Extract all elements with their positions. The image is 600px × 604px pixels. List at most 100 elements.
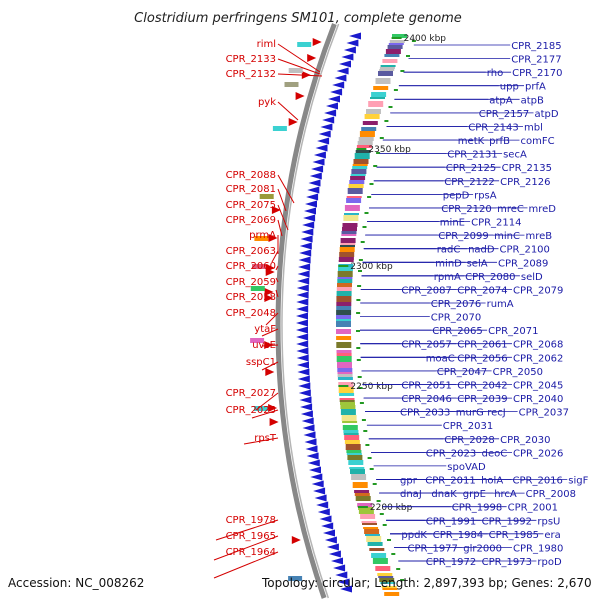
reverse-feature-label: minC xyxy=(494,231,520,242)
feature-tick xyxy=(387,539,391,541)
gene-block xyxy=(348,184,364,188)
reverse-feature-label: mbl xyxy=(524,122,543,133)
gene-block xyxy=(344,440,360,444)
forward-leader-line xyxy=(251,409,279,419)
forward-gene-marker xyxy=(271,206,281,214)
feature-tick xyxy=(362,226,367,228)
reverse-feature-label: CPR_2037 xyxy=(519,408,569,419)
forward-gene-marker xyxy=(291,536,301,544)
reverse-gene-arrow xyxy=(313,487,326,495)
gene-block xyxy=(340,238,356,243)
gene-block xyxy=(336,329,351,334)
gene-block xyxy=(363,527,379,529)
reverse-feature-label: grpE xyxy=(463,489,486,500)
reverse-gene-arrow xyxy=(320,123,333,131)
forward-leader-line xyxy=(277,43,321,73)
gene-block xyxy=(379,67,395,69)
reverse-feature-label: CPR_2065 xyxy=(432,326,482,337)
reverse-feature-label: rpsU xyxy=(537,516,560,527)
gene-block xyxy=(350,174,366,176)
reverse-gene-arrow xyxy=(324,536,337,544)
forward-gene-marker xyxy=(312,38,322,46)
reverse-feature-label: CPR_2177 xyxy=(511,55,561,66)
forward-leader-line xyxy=(243,437,279,445)
map-title: Clostridium perfringens SM101, complete … xyxy=(134,11,462,26)
reverse-gene-arrow xyxy=(304,438,317,446)
gene-block xyxy=(341,231,357,234)
reverse-feature-label: mreB xyxy=(526,231,553,242)
feature-tick xyxy=(369,183,374,185)
reverse-gene-arrow xyxy=(303,214,316,222)
reverse-feature-label: CPR_2039 xyxy=(457,394,507,405)
reverse-feature-label: CPR_2008 xyxy=(526,489,576,500)
reverse-gene-arrow xyxy=(306,193,319,201)
reverse-feature-label: CPR_2045 xyxy=(513,380,563,391)
gene-block xyxy=(339,393,355,396)
reverse-feature-label: glr2000 xyxy=(463,543,502,554)
reverse-gene-arrow xyxy=(301,417,314,425)
reverse-feature-label: CPR_2114 xyxy=(471,218,521,229)
feature-tick xyxy=(365,444,370,446)
reverse-gene-arrow xyxy=(300,403,313,411)
forward-leader-line xyxy=(261,328,279,337)
reverse-gene-arrow xyxy=(300,235,313,243)
gene-block xyxy=(349,467,365,469)
reverse-feature-label: CPR_1992 xyxy=(482,516,532,527)
feature-tick xyxy=(358,387,363,389)
gene-block xyxy=(379,69,395,71)
reverse-gene-arrow xyxy=(302,424,315,432)
accession-text: Accession: NC_008262 xyxy=(8,576,144,590)
reverse-gene-arrow xyxy=(317,137,330,145)
gene-block xyxy=(343,430,359,433)
reverse-feature-label: spoVAD xyxy=(447,462,486,473)
gene-block xyxy=(352,482,368,488)
topology-text: Topology: circular; Length: 2,897,393 bp… xyxy=(261,576,592,590)
reverse-feature-label: CPR_1977 xyxy=(408,543,458,554)
backbone-ring xyxy=(275,23,340,599)
reverse-feature-label: CPR_2135 xyxy=(502,163,552,174)
gene-block xyxy=(339,400,355,402)
reverse-gene-arrow xyxy=(326,543,339,551)
gene-block xyxy=(378,71,393,76)
reverse-gene-arrow xyxy=(330,88,343,96)
backbone-inner-line xyxy=(281,23,340,599)
gene-block xyxy=(347,455,363,460)
reverse-feature-label: CPR_2031 xyxy=(443,421,493,432)
gene-block xyxy=(338,257,354,260)
gene-block xyxy=(349,180,365,184)
forward-gene-marker xyxy=(268,404,278,412)
reverse-gene-arrow xyxy=(309,172,322,180)
gene-block xyxy=(392,34,407,38)
kbp-markers: 2400 kbp 2350 kbp 2300 kbp 2250 kbp 2200 kbp xyxy=(338,34,446,513)
gene-block xyxy=(336,353,352,356)
reverse-gene-arrow xyxy=(321,522,334,530)
gene-block xyxy=(373,86,389,90)
gene-block xyxy=(372,558,388,564)
reverse-feature-label: rpmA xyxy=(434,272,461,283)
gene-block xyxy=(338,267,353,271)
reverse-feature-label: CPR_2051 xyxy=(401,380,451,391)
gene-block xyxy=(336,306,352,310)
gene-block xyxy=(345,444,361,450)
reverse-feature-label: CPR_2042 xyxy=(457,380,507,391)
reverse-gene-arrow xyxy=(335,571,348,579)
reverse-feature-label: CPR_2076 xyxy=(431,299,481,310)
forward-feature-label: prmA xyxy=(249,230,276,241)
feature-tick xyxy=(358,259,363,261)
feature-tick xyxy=(359,402,364,404)
forward-gene-block xyxy=(284,82,299,87)
reverse-feature-label: CPR_2143 xyxy=(468,122,518,133)
reverse-feature-label: gpr xyxy=(400,476,418,487)
reverse-gene-arrow xyxy=(296,347,309,355)
gene-block xyxy=(336,291,352,296)
gene-block xyxy=(366,536,382,542)
gene-block xyxy=(350,469,365,474)
forward-leader-line xyxy=(275,277,279,283)
reverse-gene-arrow xyxy=(300,410,313,418)
reverse-gene-arrow xyxy=(297,277,310,285)
forward-gene-marker xyxy=(265,368,275,376)
reverse-feature-label: atpB xyxy=(521,95,544,106)
reverse-feature-label: nadD xyxy=(468,245,495,256)
gene-block xyxy=(370,97,385,99)
